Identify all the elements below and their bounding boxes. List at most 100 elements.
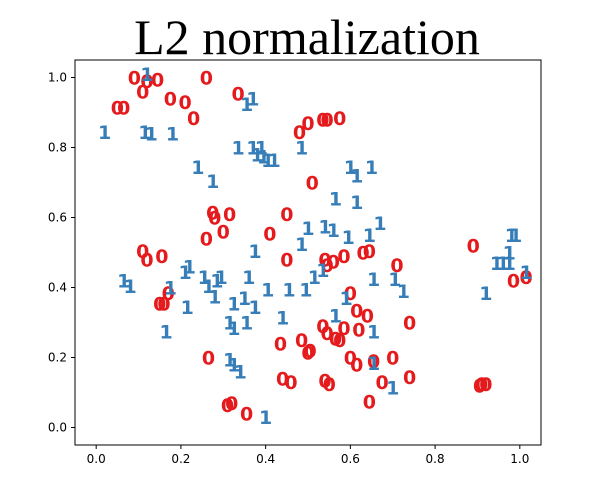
- point-label-0: 0: [200, 68, 213, 90]
- point-label-1: 1: [295, 138, 308, 160]
- point-label-1: 1: [248, 241, 261, 263]
- x-tick-label: 0.2: [171, 452, 190, 466]
- point-label-1: 1: [215, 267, 228, 289]
- y-tick-label: 0.4: [48, 281, 67, 295]
- chart-title: L2 normalization: [134, 9, 480, 65]
- point-label-0: 0: [337, 246, 350, 268]
- point-label-1: 1: [388, 269, 401, 291]
- point-label-1: 1: [479, 283, 492, 305]
- point-label-1: 1: [496, 253, 509, 275]
- point-label-1: 1: [397, 281, 410, 303]
- point-label-1: 1: [227, 293, 240, 315]
- point-label-1: 1: [316, 260, 329, 282]
- point-label-0: 0: [136, 241, 149, 263]
- point-label-1: 1: [234, 362, 247, 384]
- point-label-0: 0: [208, 208, 221, 230]
- point-label-1: 1: [183, 257, 196, 279]
- point-label-0: 0: [356, 243, 369, 265]
- point-label-0: 0: [202, 348, 215, 370]
- point-label-0: 0: [327, 251, 340, 273]
- point-label-1: 1: [181, 297, 194, 319]
- point-label-0: 0: [179, 92, 192, 114]
- point-label-0: 0: [280, 250, 293, 272]
- y-tick-label: 0.0: [48, 421, 67, 435]
- point-label-0: 0: [320, 110, 333, 132]
- point-label-1: 1: [240, 94, 253, 116]
- point-label-1: 1: [520, 262, 533, 284]
- point-label-1: 1: [240, 313, 253, 335]
- point-label-0: 0: [350, 355, 363, 377]
- point-label-0: 0: [306, 173, 319, 195]
- x-axis: 0.0 0.2 0.4 0.6 0.8 1.0: [87, 445, 529, 466]
- point-label-0: 0: [301, 113, 314, 135]
- point-label-1: 1: [208, 286, 221, 308]
- point-label-0: 0: [274, 334, 287, 356]
- x-tick-label: 1.0: [510, 452, 529, 466]
- point-label-1: 1: [340, 288, 353, 310]
- point-label-0: 0: [151, 69, 164, 91]
- point-label-0: 0: [363, 391, 376, 413]
- point-label-0: 0: [337, 318, 350, 340]
- point-label-0: 0: [200, 229, 213, 251]
- point-label-1: 1: [259, 407, 272, 429]
- point-label-0: 0: [316, 316, 329, 338]
- point-label-1: 1: [261, 279, 274, 301]
- y-tick-label: 1.0: [48, 71, 67, 85]
- point-label-1: 1: [238, 288, 251, 310]
- point-label-1: 1: [227, 355, 240, 377]
- point-label-1: 1: [138, 122, 151, 144]
- point-label-0: 0: [475, 374, 488, 396]
- point-label-0: 0: [473, 376, 486, 398]
- point-label-1: 1: [223, 349, 236, 371]
- point-label-1: 1: [350, 166, 363, 188]
- point-label-0: 0: [479, 374, 492, 396]
- point-label-0: 0: [157, 293, 170, 315]
- point-label-1: 1: [282, 279, 295, 301]
- point-label-0: 0: [323, 374, 336, 396]
- point-label-1: 1: [318, 216, 331, 238]
- point-label-1: 1: [231, 138, 244, 160]
- point-label-1: 1: [363, 225, 376, 247]
- point-label-1: 1: [276, 307, 289, 329]
- point-label-1: 1: [202, 276, 215, 298]
- point-label-0: 0: [520, 267, 533, 289]
- point-label-0: 0: [128, 68, 141, 90]
- point-label-1: 1: [166, 124, 179, 146]
- point-label-0: 0: [140, 71, 153, 93]
- plot-area-frame: [74, 59, 542, 446]
- point-label-0: 0: [329, 328, 342, 350]
- point-label-1: 1: [248, 297, 261, 319]
- point-label-1: 1: [257, 146, 270, 168]
- point-label-0: 0: [320, 255, 333, 277]
- point-label-1: 1: [344, 157, 357, 179]
- point-label-1: 1: [140, 64, 153, 86]
- point-label-0: 0: [293, 122, 306, 144]
- point-label-0: 0: [284, 372, 297, 394]
- point-label-0: 0: [344, 348, 357, 370]
- point-label-0: 0: [344, 283, 357, 305]
- point-label-0: 0: [316, 110, 329, 132]
- point-label-0: 0: [352, 320, 365, 342]
- point-label-0: 0: [318, 250, 331, 272]
- point-label-1: 1: [329, 188, 342, 210]
- point-label-1: 1: [246, 138, 259, 160]
- point-label-1: 1: [145, 124, 158, 146]
- point-label-0: 0: [301, 342, 314, 364]
- point-label-1: 1: [308, 267, 321, 289]
- point-label-1: 1: [246, 89, 259, 111]
- point-label-0: 0: [295, 330, 308, 352]
- point-label-0: 0: [155, 246, 168, 268]
- point-label-0: 0: [217, 222, 230, 244]
- point-label-1: 1: [327, 220, 340, 242]
- point-label-0: 0: [361, 306, 374, 328]
- point-label-0: 0: [153, 293, 166, 315]
- y-tick-label: 0.8: [48, 141, 67, 155]
- point-label-0: 0: [350, 300, 363, 322]
- point-label-0: 0: [376, 372, 389, 394]
- point-label-0: 0: [136, 82, 149, 104]
- point-label-0: 0: [111, 97, 124, 119]
- point-label-0: 0: [117, 97, 130, 119]
- x-tick-label: 0.8: [426, 452, 445, 466]
